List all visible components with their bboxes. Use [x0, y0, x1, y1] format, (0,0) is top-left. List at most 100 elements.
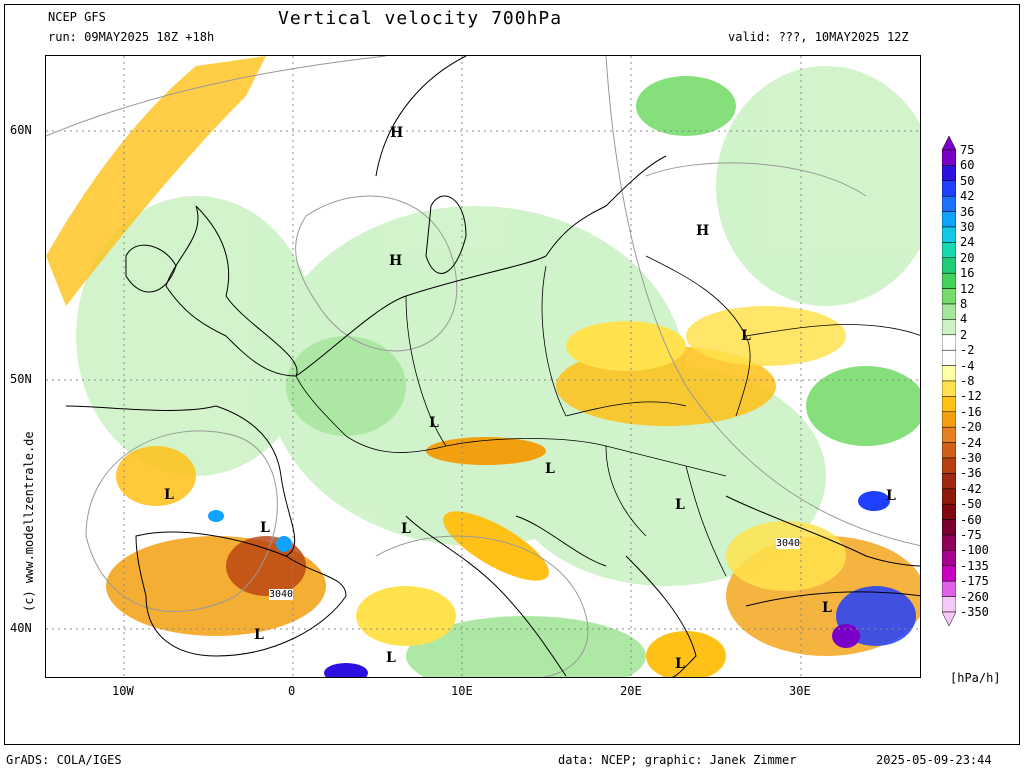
colorbar-cell [942, 503, 956, 520]
low-pressure-label: L [164, 487, 174, 503]
colorbar-cell [942, 580, 956, 597]
colorbar-cell [942, 149, 956, 166]
footer-left: GrADS: COLA/IGES [6, 753, 122, 767]
high-pressure-label: H [390, 125, 404, 141]
lon-tick-label: 10W [112, 684, 134, 698]
low-pressure-label: L [822, 600, 832, 616]
lon-tick-label: 20E [620, 684, 642, 698]
colorbar-cell [942, 380, 956, 397]
colorbar-cell [942, 365, 956, 382]
lat-tick-label: 60N [10, 123, 32, 137]
colorbar-cell [942, 272, 956, 289]
colorbar-cell [942, 257, 956, 274]
colorbar-cell [942, 319, 956, 336]
colorbar-tick-label: -8 [960, 374, 975, 388]
colorbar [942, 136, 956, 626]
low-pressure-label: L [545, 461, 555, 477]
colorbar-cell [942, 226, 956, 243]
colorbar-tick-label: -350 [960, 605, 989, 619]
colorbar-tick-label: 24 [960, 235, 975, 250]
contour-label: 3040 [269, 589, 294, 600]
colorbar-tick-label: -2 [960, 343, 975, 358]
model-label: NCEP GFS [48, 10, 106, 24]
run-label: run: 09MAY2025 18Z +18h [48, 30, 215, 44]
chart-title: Vertical velocity 700hPa [278, 8, 563, 29]
colorbar-tick-label: -16 [960, 404, 982, 419]
footer-right: 2025-05-09-23:44 [876, 753, 992, 767]
plot-frame [4, 4, 1020, 745]
colorbar-cell [942, 550, 956, 567]
colorbar-cell [942, 288, 956, 305]
colorbar-arrow-bottom [942, 611, 956, 626]
colorbar-tick-label: -60 [960, 512, 982, 527]
low-pressure-label: L [254, 627, 264, 643]
colorbar-tick-label: -135 [960, 558, 989, 573]
colorbar-tick-label: -30 [960, 451, 982, 465]
colorbar-tick-label: 50 [960, 173, 975, 188]
lon-tick-label: 0 [288, 684, 296, 698]
colorbar-cell [942, 242, 956, 259]
lat-tick-label: 40N [10, 621, 32, 635]
colorbar-tick-label: 20 [960, 250, 975, 265]
map-canvas [46, 56, 920, 677]
colorbar-cell [942, 396, 956, 413]
footer-center: data: NCEP; graphic: Janek Zimmer [558, 753, 797, 767]
colorbar-tick-label: -36 [960, 466, 982, 481]
colorbar-cell [942, 349, 956, 366]
colorbar-tick-label: -50 [960, 497, 982, 512]
high-pressure-label: H [696, 223, 710, 239]
lat-tick-label: 50N [10, 372, 32, 386]
colorbar-cell [942, 180, 956, 197]
colorbar-cell [942, 334, 956, 351]
colorbar-tick-label: 8 [960, 297, 968, 311]
low-pressure-label: L [401, 521, 411, 537]
colorbar-tick-label: 60 [960, 158, 975, 173]
colorbar-tick-label: -4 [960, 358, 975, 373]
low-pressure-label: L [675, 497, 685, 513]
colorbar-cell [942, 519, 956, 536]
colorbar-cell [942, 303, 956, 320]
colorbar-tick-label: 12 [960, 281, 975, 296]
colorbar-cell [942, 165, 956, 182]
coastlines [65, 56, 920, 677]
low-pressure-label: L [386, 650, 396, 666]
low-pressure-label: L [260, 520, 270, 536]
colorbar-tick-label: -20 [960, 420, 982, 435]
colorbar-cell [942, 488, 956, 505]
watermark: (c) www.modellzentrale.de [22, 431, 36, 612]
graticule [46, 56, 920, 677]
lon-tick-label: 30E [789, 684, 811, 698]
colorbar-tick-label: -175 [960, 574, 989, 589]
colorbar-cell [942, 457, 956, 474]
map-panel: H H H L L L L L L L L L L L L 3040 3040 [45, 55, 921, 678]
colorbar-cell [942, 596, 956, 613]
low-pressure-label: L [429, 415, 439, 431]
contour-label: 3040 [776, 538, 801, 549]
low-pressure-label: L [741, 328, 751, 344]
valid-label: valid: ???, 10MAY2025 12Z [728, 30, 909, 44]
colorbar-cell [942, 534, 956, 551]
colorbar-tick-label: -42 [960, 481, 982, 496]
colorbar-tick-label: -12 [960, 389, 982, 404]
colorbar-unit: [hPa/h] [950, 671, 1001, 685]
colorbar-tick-label: 42 [960, 189, 975, 204]
lon-tick-label: 10E [451, 684, 473, 698]
high-pressure-label: H [389, 253, 403, 269]
colorbar-tick-label: -100 [960, 543, 989, 558]
colorbar-tick-label: 36 [960, 204, 975, 219]
colorbar-cell [942, 442, 956, 459]
colorbar-cell [942, 195, 956, 212]
colorbar-tick-label: 4 [960, 312, 968, 327]
colorbar-cell [942, 426, 956, 443]
low-pressure-label: L [886, 488, 896, 504]
colorbar-tick-label: -75 [960, 528, 982, 542]
geopotential-contours [46, 56, 920, 677]
colorbar-tick-label: 30 [960, 220, 975, 234]
country-borders [295, 255, 920, 577]
colorbar-cell [942, 473, 956, 490]
low-pressure-label: L [675, 656, 685, 672]
colorbar-tick-label: -24 [960, 435, 982, 450]
colorbar-cell [942, 565, 956, 582]
colorbar-tick-label: 75 [960, 143, 975, 157]
colorbar-arrow-top [942, 136, 956, 151]
